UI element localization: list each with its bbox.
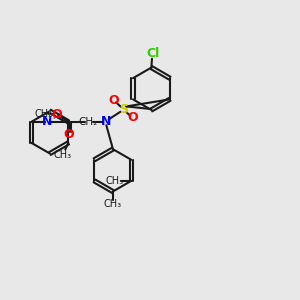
Text: CH₂: CH₂ (78, 117, 98, 127)
Text: Cl: Cl (146, 47, 159, 60)
Text: O: O (127, 111, 137, 124)
Text: CH₃: CH₃ (104, 199, 122, 209)
Text: N: N (42, 115, 52, 128)
Text: N: N (101, 115, 112, 128)
Text: CH₃: CH₃ (53, 150, 71, 160)
Text: CH₃: CH₃ (106, 176, 124, 186)
Text: O: O (52, 108, 62, 121)
Text: O: O (64, 128, 74, 141)
Text: CH₃: CH₃ (34, 109, 52, 119)
Text: S: S (119, 103, 128, 116)
Text: H: H (48, 111, 56, 121)
Text: O: O (109, 94, 119, 107)
